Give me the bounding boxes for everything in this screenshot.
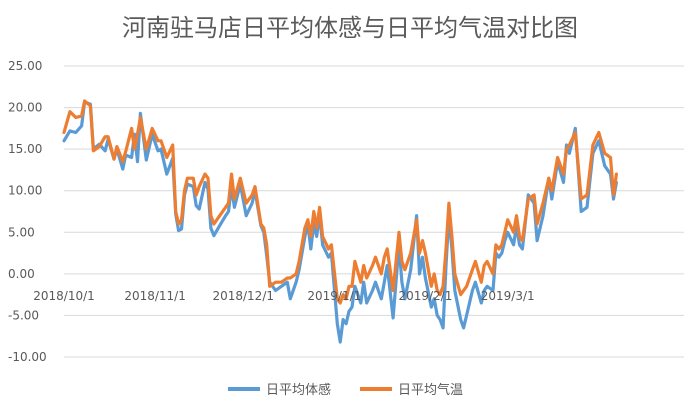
y-tick-label: 20.00 [8,101,42,115]
x-tick-label: 2019/2/1 [398,289,452,303]
chart-title: 河南驻马店日平均体感与日平均气温对比图 [122,14,578,42]
legend-label: 日平均体感 [266,382,331,398]
legend-label: 日平均气温 [398,382,463,398]
legend: 日平均体感 日平均气温 [228,382,463,398]
series-line-1 [62,100,618,344]
y-tick-label: 0.00 [8,267,35,281]
y-tick-label: 15.00 [8,142,42,156]
x-axis-tick-labels: 2018/10/1 2018/11/1 2018/12/1 2019/1/1 2019/… [33,289,534,303]
gridlines [64,65,684,358]
x-tick-label: 2018/10/1 [33,289,95,303]
y-axis-tick-labels: 25.00 20.00 15.00 10.00 5.00 0.00 -5.00 -10.00 [8,59,47,364]
series-lines [62,99,618,344]
x-tick-label: 2019/3/1 [481,289,535,303]
y-tick-label: 25.00 [8,59,42,73]
y-tick-label: -5.00 [8,308,39,322]
series-line-2 [62,99,618,305]
y-tick-label: 5.00 [8,225,35,239]
y-tick-label: 10.00 [8,184,42,198]
x-tick-label: 2019/1/1 [307,289,361,303]
y-tick-label: -10.00 [8,350,47,364]
x-tick-label: 2018/12/1 [212,289,274,303]
x-tick-label: 2018/11/1 [124,289,186,303]
